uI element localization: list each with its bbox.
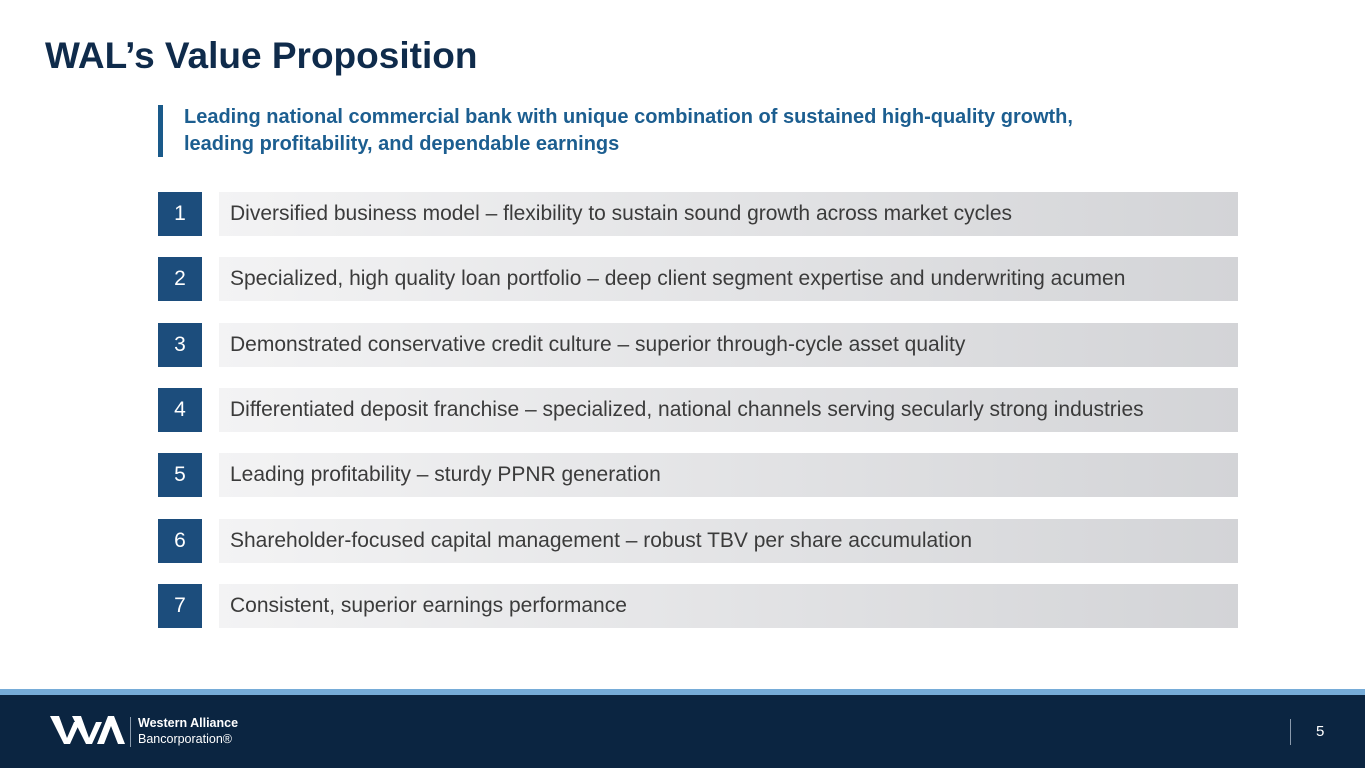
list-item: 4 Differentiated deposit franchise – spec… bbox=[158, 387, 1238, 432]
subtitle-line: leading profitability, and dependable ea… bbox=[184, 133, 620, 155]
item-number: 3 bbox=[158, 322, 202, 367]
item-number: 5 bbox=[158, 453, 202, 498]
list-item: 5 Leading profitability – sturdy PPNR gen… bbox=[158, 453, 1238, 498]
item-number: 2 bbox=[158, 257, 202, 302]
list-item: 3 Demonstrated conservative credit cultur… bbox=[158, 322, 1238, 367]
accent-bar bbox=[158, 105, 163, 157]
subtitle: Leading national commercial bank with un… bbox=[184, 104, 1073, 158]
list-item: 1 Diversified business model – flexibilit… bbox=[158, 192, 1238, 236]
item-text: Demonstrated conservative credit culture… bbox=[219, 322, 1238, 367]
item-number: 6 bbox=[158, 518, 202, 563]
item-text: Leading profitability – sturdy PPNR gene… bbox=[219, 453, 1238, 498]
logo-text: Western Alliance bbox=[138, 716, 239, 730]
logo-text: Bancorporation® bbox=[138, 732, 232, 746]
footer-stripe bbox=[0, 689, 1365, 695]
item-number: 1 bbox=[158, 192, 202, 236]
item-number: 7 bbox=[158, 583, 202, 628]
item-text: Specialized, high quality loan portfolio… bbox=[219, 257, 1238, 302]
footer bbox=[0, 695, 1365, 768]
list-item: 2 Specialized, high quality loan portfoli… bbox=[158, 257, 1238, 302]
divider bbox=[1290, 719, 1291, 745]
item-text: Differentiated deposit franchise – speci… bbox=[219, 387, 1238, 432]
item-text: Diversified business model – flexibility… bbox=[219, 192, 1238, 236]
item-number: 4 bbox=[158, 387, 202, 432]
divider bbox=[130, 717, 131, 747]
logo-mark bbox=[50, 716, 125, 744]
subtitle-line: Leading national commercial bank with un… bbox=[184, 106, 1073, 128]
item-text: Shareholder-focused capital management –… bbox=[219, 518, 1238, 563]
list-item: 6 Shareholder-focused capital management … bbox=[158, 518, 1238, 563]
page-number: 5 bbox=[1316, 723, 1325, 740]
item-text: Consistent, superior earnings performanc… bbox=[219, 583, 1238, 628]
title: WAL’s Value Proposition bbox=[45, 35, 478, 76]
list-item: 7 Consistent, superior earnings performan… bbox=[158, 583, 1238, 628]
